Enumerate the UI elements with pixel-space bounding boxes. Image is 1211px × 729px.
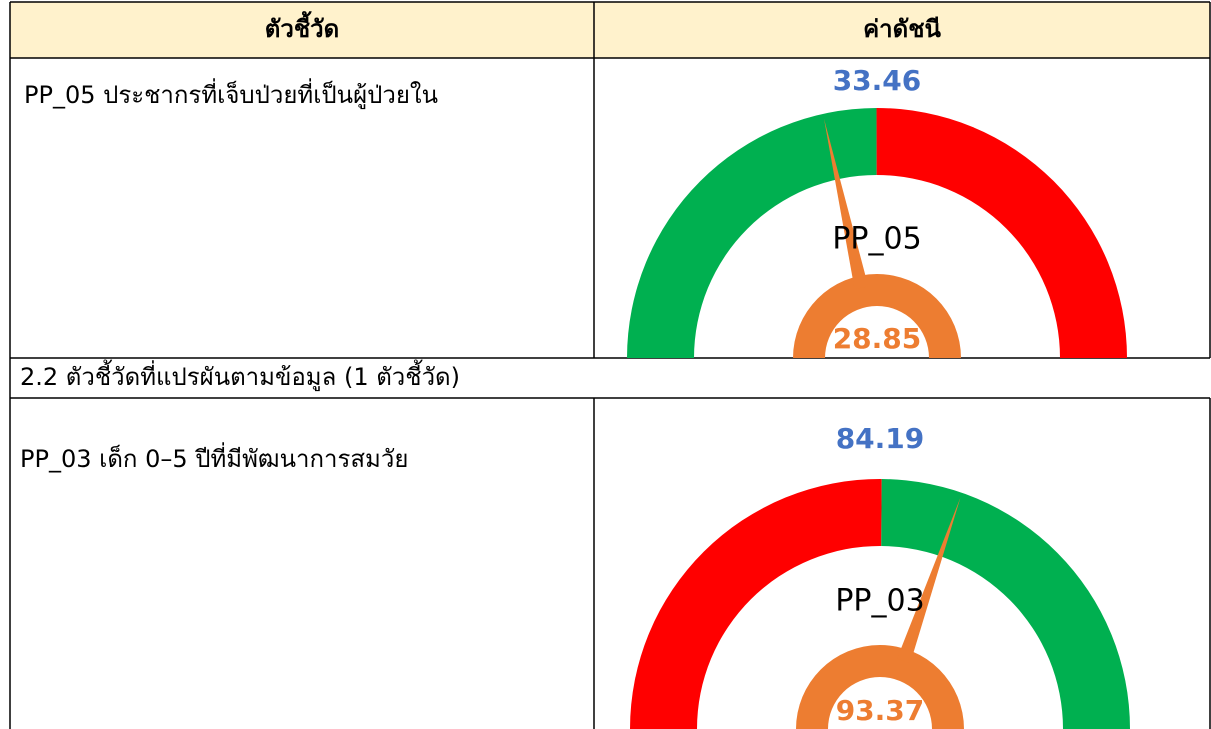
target-value: 33.46 [833,64,922,97]
gauge-value: 93.37 [836,694,925,727]
gauge-label: PP_03 [835,584,924,619]
section-row: 2.2 ตัวชี้วัดที่แปรผันตามข้อมูล (1 ตัวชี… [20,359,460,392]
indicator-cell: PP_05 ประชากรที่เจ็บป่วยที่เป็นผู้ป่วยใน [24,78,438,110]
needle [897,497,961,664]
gauge-value: 28.85 [833,322,922,355]
table-borders [9,1,1211,729]
gauge-band [630,478,882,729]
indicator-cell: PP_03 เด็ก 0–5 ปีที่มีพัฒนาการสมวัย [20,442,408,473]
gauge-band [627,108,877,358]
value-dial [793,274,961,358]
needle [824,118,869,290]
gauge-label: PP_05 [832,222,921,257]
header-row [10,2,1210,58]
header-cell: ค่าดัชนี [863,15,941,43]
value-dial [796,645,964,729]
target-value: 84.19 [836,422,925,455]
header-cell: ตัวชี้วัด [265,10,339,43]
gauge-band [876,108,1127,359]
